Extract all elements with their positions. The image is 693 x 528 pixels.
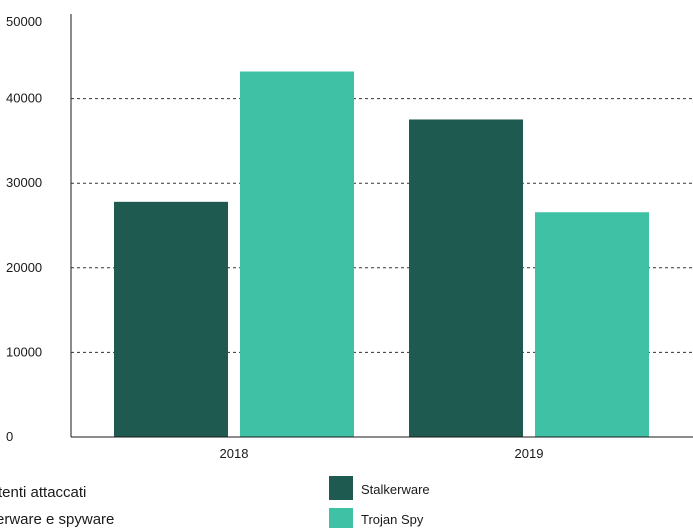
- bars: [114, 71, 649, 437]
- caption-line-2: erware e spyware: [0, 511, 114, 528]
- y-tick-label: 50000: [6, 14, 42, 29]
- y-tick-label: 20000: [6, 260, 42, 275]
- bar-stalkerware-2019: [409, 119, 523, 437]
- y-tick-labels: 0 10000 20000 30000 40000 50000: [6, 14, 42, 444]
- x-tick-label: 2018: [220, 446, 249, 461]
- legend-swatch-stalkerware: [329, 476, 353, 500]
- caption: tenti attaccati erware e spyware: [0, 484, 114, 528]
- legend-label-stalkerware: Stalkerware: [361, 482, 430, 497]
- caption-line-1: tenti attaccati: [0, 484, 86, 501]
- bar-stalkerware-2018: [114, 201, 228, 437]
- legend-label-trojan-spy: Trojan Spy: [361, 512, 424, 527]
- x-tick-labels: 2018 2019: [220, 446, 544, 461]
- axes: [70, 14, 693, 438]
- y-tick-label: 10000: [6, 344, 42, 359]
- y-tick-label: 0: [6, 429, 13, 444]
- bar-trojan-spy-2018: [240, 71, 354, 437]
- legend-swatch-trojan-spy: [329, 508, 353, 528]
- bar-trojan-spy-2019: [535, 212, 649, 437]
- y-tick-label: 30000: [6, 175, 42, 190]
- legend: Stalkerware Trojan Spy: [329, 476, 430, 528]
- x-tick-label: 2019: [515, 446, 544, 461]
- y-tick-label: 40000: [6, 91, 42, 106]
